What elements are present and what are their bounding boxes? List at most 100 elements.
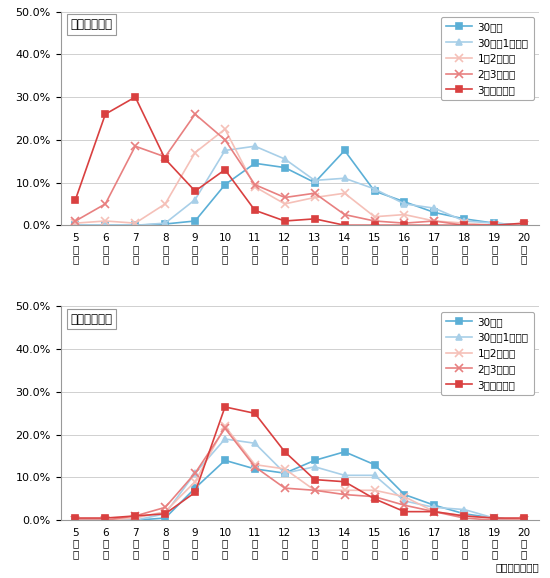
30分～1時間圈	[401, 498, 408, 505]
3時間圈以遠	[431, 222, 438, 229]
3時間圈以遠	[282, 217, 288, 224]
Line: 30分圈: 30分圈	[73, 449, 527, 523]
2～3時間圈	[192, 470, 199, 477]
Line: 2～3時間圈: 2～3時間圈	[72, 110, 528, 229]
30分圈	[192, 217, 199, 224]
1～2時間圈	[102, 217, 109, 224]
2～3時間圈	[102, 201, 109, 208]
2～3時間圈	[251, 181, 258, 188]
Line: 3時間圈以遠: 3時間圈以遠	[73, 404, 527, 521]
30分圈	[371, 461, 378, 468]
1～2時間圈	[162, 201, 168, 208]
30分圈	[491, 514, 497, 521]
2～3時間圈	[102, 517, 109, 524]
3時間圈以遠	[401, 508, 408, 515]
30分～1時間圈	[192, 196, 199, 203]
30分圈	[282, 164, 288, 171]
30分～1時間圈	[72, 517, 79, 524]
2～3時間圈	[521, 517, 527, 524]
30分圈	[72, 517, 79, 524]
30分～1時間圈	[342, 175, 348, 181]
1～2時間圈	[162, 508, 168, 515]
2～3時間圈	[72, 517, 79, 524]
3時間圈以遠	[102, 110, 109, 117]
1～2時間圈	[251, 183, 258, 190]
3時間圈以遠	[251, 207, 258, 214]
2～3時間圈	[311, 190, 318, 197]
30分圈	[311, 457, 318, 464]
30分～1時間圈	[521, 517, 527, 524]
3時間圈以遠	[371, 495, 378, 502]
30分圈	[311, 179, 318, 186]
3時間圈以遠	[72, 514, 79, 521]
3時間圈以遠	[491, 222, 497, 229]
30分圈	[521, 517, 527, 524]
3時間圈以遠	[461, 513, 468, 520]
30分～1時間圈	[342, 472, 348, 479]
30分～1時間圈	[461, 506, 468, 513]
Line: 30分圈: 30分圈	[73, 147, 527, 228]
30分圈	[461, 510, 468, 517]
30分～1時間圈	[461, 217, 468, 224]
30分圈	[431, 209, 438, 216]
1～2時間圈	[222, 423, 228, 429]
2～3時間圈	[461, 514, 468, 521]
2～3時間圈	[282, 485, 288, 492]
30分～1時間圈	[491, 514, 497, 521]
30分圈	[521, 222, 527, 229]
3時間圈以遠	[132, 513, 139, 520]
30分～1時間圈	[311, 177, 318, 184]
1～2時間圈	[102, 517, 109, 524]
3時間圈以遠	[222, 166, 228, 173]
1～2時間圈	[342, 487, 348, 494]
30分～1時間圈	[132, 517, 139, 524]
30分圈	[222, 457, 228, 464]
Text: 自宅出発時刻: 自宅出発時刻	[70, 18, 112, 31]
2～3時間圈	[342, 211, 348, 218]
1～2時間圈	[311, 194, 318, 201]
Line: 1～2時間圈: 1～2時間圈	[72, 125, 528, 229]
3時間圈以遠	[132, 94, 139, 101]
1～2時間圈	[72, 517, 79, 524]
3時間圈以遠	[192, 188, 199, 195]
30分圈	[282, 470, 288, 477]
30分圈	[342, 147, 348, 154]
30分～1時間圈	[491, 220, 497, 227]
1～2時間圈	[431, 217, 438, 224]
30分圈	[192, 485, 199, 492]
1～2時間圈	[401, 211, 408, 218]
30分～1時間圈	[431, 205, 438, 212]
30分～1時間圈	[102, 222, 109, 229]
30分圈	[72, 222, 79, 229]
30分～1時間圈	[222, 435, 228, 442]
2～3時間圈	[162, 153, 168, 160]
2～3時間圈	[371, 217, 378, 224]
30分圈	[102, 222, 109, 229]
2～3時間圈	[251, 464, 258, 470]
1～2時間圈	[461, 220, 468, 227]
Legend: 30分圈, 30分～1時間圈, 1～2時間圈, 2～3時間圈, 3時間圈以遠: 30分圈, 30分～1時間圈, 1～2時間圈, 2～3時間圈, 3時間圈以遠	[441, 312, 534, 395]
1～2時間圈	[371, 487, 378, 494]
30分圈	[132, 517, 139, 524]
Line: 1～2時間圈: 1～2時間圈	[72, 422, 528, 524]
2～3時間圈	[342, 491, 348, 498]
2～3時間圈	[192, 110, 199, 117]
3時間圈以遠	[251, 410, 258, 417]
30分圈	[162, 221, 168, 228]
30分圈	[342, 449, 348, 455]
30分～1時間圈	[282, 470, 288, 477]
2～3時間圈	[431, 508, 438, 515]
3時間圈以遠	[401, 222, 408, 229]
2～3時間圈	[72, 217, 79, 224]
3時間圈以遠	[282, 449, 288, 455]
2～3時間圈	[461, 222, 468, 229]
Legend: 30分圈, 30分～1時間圈, 1～2時間圈, 2～3時間圈, 3時間圈以遠: 30分圈, 30分～1時間圈, 1～2時間圈, 2～3時間圈, 3時間圈以遠	[441, 17, 534, 100]
3時間圈以遠	[342, 222, 348, 229]
1～2時間圈	[132, 514, 139, 521]
Line: 30分～1時間圈: 30分～1時間圈	[73, 143, 527, 228]
1～2時間圈	[431, 508, 438, 515]
1～2時間圈	[132, 220, 139, 227]
2～3時間圈	[401, 220, 408, 227]
3時間圈以遠	[102, 514, 109, 521]
Line: 30分～1時間圈: 30分～1時間圈	[73, 436, 527, 523]
